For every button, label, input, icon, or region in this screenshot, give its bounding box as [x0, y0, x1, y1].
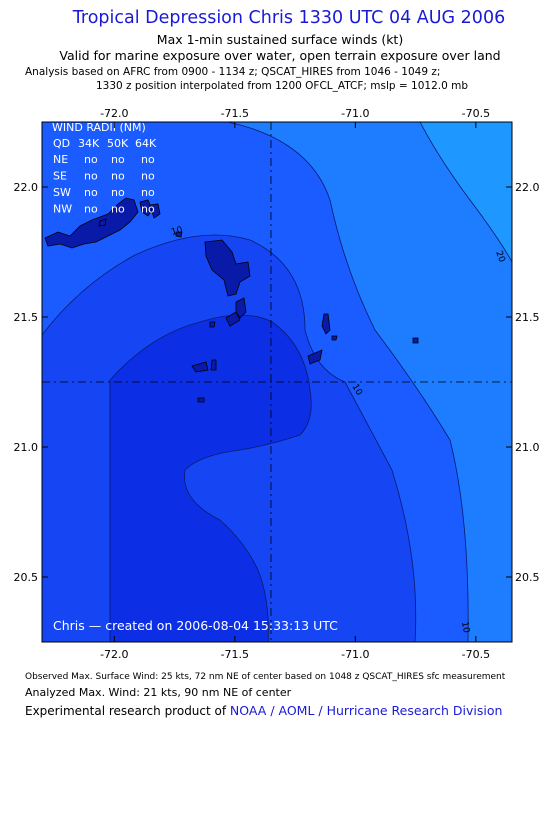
lon-tick-label-bottom: -71.0 — [341, 648, 369, 661]
map-title: Tropical Depression Chris 1330 UTC 04 AU… — [72, 8, 506, 28]
creation-credit: Chris — created on 2006-08-04 15:33:13 U… — [53, 618, 338, 633]
wind-radii-column-header: 50K — [107, 137, 129, 150]
contour-label-top: 10 — [170, 225, 184, 238]
lat-tick-label-left: 22.0 — [14, 181, 39, 194]
map-frame — [41, 121, 513, 643]
wind-radii-quadrant: SW — [53, 186, 71, 199]
island-grand-turk — [321, 313, 331, 335]
wind-radii-64k-value: no — [141, 186, 155, 199]
lat-tick-label-right: 21.0 — [515, 441, 540, 454]
island-east-cay — [225, 311, 241, 327]
wind-radii-column-header: 64K — [135, 137, 157, 150]
wind-radii-50k-value: no — [111, 170, 125, 183]
analysis-position: 1330 z position interpolated from 1200 O… — [96, 80, 469, 92]
wind-radii-64k-value: no — [141, 170, 155, 183]
wind-radii-quadrant: SE — [53, 170, 67, 183]
island-turks-b — [331, 335, 338, 341]
island-south-caicos — [235, 297, 247, 319]
wind-radii-quadrant: NW — [53, 203, 72, 216]
axis-ticks: -72.0 -72.0 -71.5 -71.5 -71.0 -71.0 -70.5 -70.5… — [14, 107, 540, 661]
wind-radii-column-header: 34K — [78, 137, 100, 150]
wind-radii-50k-value: no — [111, 153, 125, 166]
contour-line-10kt-inner — [109, 314, 312, 642]
research-credit: Experimental research product of NOAA / … — [25, 703, 502, 718]
island-caicos-main — [204, 239, 251, 297]
contour-line-10kt-outer — [227, 122, 469, 642]
lat-tick-label-left: 21.0 — [14, 441, 39, 454]
wind-radii-column-header: QD — [53, 137, 70, 150]
wind-band-under-10kt — [110, 315, 312, 642]
island-silver-bank — [197, 397, 205, 403]
map-subtitle-winds: Max 1-min sustained surface winds (kt) — [156, 32, 404, 47]
wind-radii-64k-value: no — [141, 203, 155, 216]
analysis-sources: Analysis based on AFRC from 0900 - 1134 … — [25, 66, 441, 78]
lon-tick-label-top: -71.5 — [221, 107, 249, 120]
lat-tick-label-left: 21.5 — [14, 311, 39, 324]
island-small-cay-b — [175, 231, 183, 238]
island-coastlines — [44, 197, 419, 403]
lon-tick-label-bottom: -71.5 — [221, 648, 249, 661]
island-caicos-north — [149, 203, 161, 219]
wind-analysis-map: 10 20 10 10 WIND RADII (NM) QD 34K 50K 64KN… — [14, 107, 540, 661]
lon-tick-label-top: -70.5 — [462, 107, 490, 120]
lon-tick-label-top: -71.0 — [341, 107, 369, 120]
contour-line-10kt-mid — [42, 234, 417, 642]
observed-max-wind: Observed Max. Surface Wind: 25 kts, 72 n… — [25, 672, 506, 682]
contour-line-20kt — [419, 122, 512, 263]
lon-tick-label-top: -72.0 — [100, 107, 128, 120]
lat-tick-label-left: 20.5 — [14, 571, 39, 584]
island-caicos-west — [139, 199, 153, 217]
wind-radii-34k-value: no — [84, 153, 98, 166]
lon-tick-label-bottom: -70.5 — [462, 648, 490, 661]
wind-radii-34k-value: no — [84, 186, 98, 199]
lon-tick-label-bottom: -72.0 — [100, 648, 128, 661]
wind-radii-34k-value: no — [84, 170, 98, 183]
wind-radii-50k-value: no — [111, 203, 125, 216]
island-sand-cay — [210, 359, 217, 371]
island-inagua-west — [44, 197, 139, 249]
contour-label-right: 20 — [493, 250, 506, 264]
lat-tick-label-right: 20.5 — [515, 571, 540, 584]
island-turks-a — [209, 321, 216, 328]
island-mouchoir — [191, 361, 209, 373]
island-salt-cay — [307, 349, 323, 365]
wind-radii-34k-value: no — [84, 203, 98, 216]
contour-label-bottom: 10 — [459, 621, 471, 634]
wind-radii-title: WIND RADII (NM) — [52, 121, 146, 134]
island-navidad — [412, 337, 419, 344]
wind-radii-50k-value: no — [111, 186, 125, 199]
credit-organization-link[interactable]: NOAA / AOML / Hurricane Research Divisio… — [229, 703, 503, 718]
analyzed-max-wind: Analyzed Max. Wind: 21 kts, 90 nm NE of … — [25, 686, 292, 699]
credit-prefix: Experimental research product of — [25, 704, 230, 718]
island-small-cay-a — [98, 218, 107, 227]
wind-contour-field: 10 20 10 10 WIND RADII (NM) QD 34K 50K 64KN… — [42, 121, 512, 642]
map-subtitle-exposure: Valid for marine exposure over water, op… — [59, 48, 501, 63]
wind-radii-quadrant: NE — [53, 153, 68, 166]
lat-tick-label-right: 22.0 — [515, 181, 540, 194]
lat-tick-label-right: 21.5 — [515, 311, 540, 324]
wind-radii-64k-value: no — [141, 153, 155, 166]
